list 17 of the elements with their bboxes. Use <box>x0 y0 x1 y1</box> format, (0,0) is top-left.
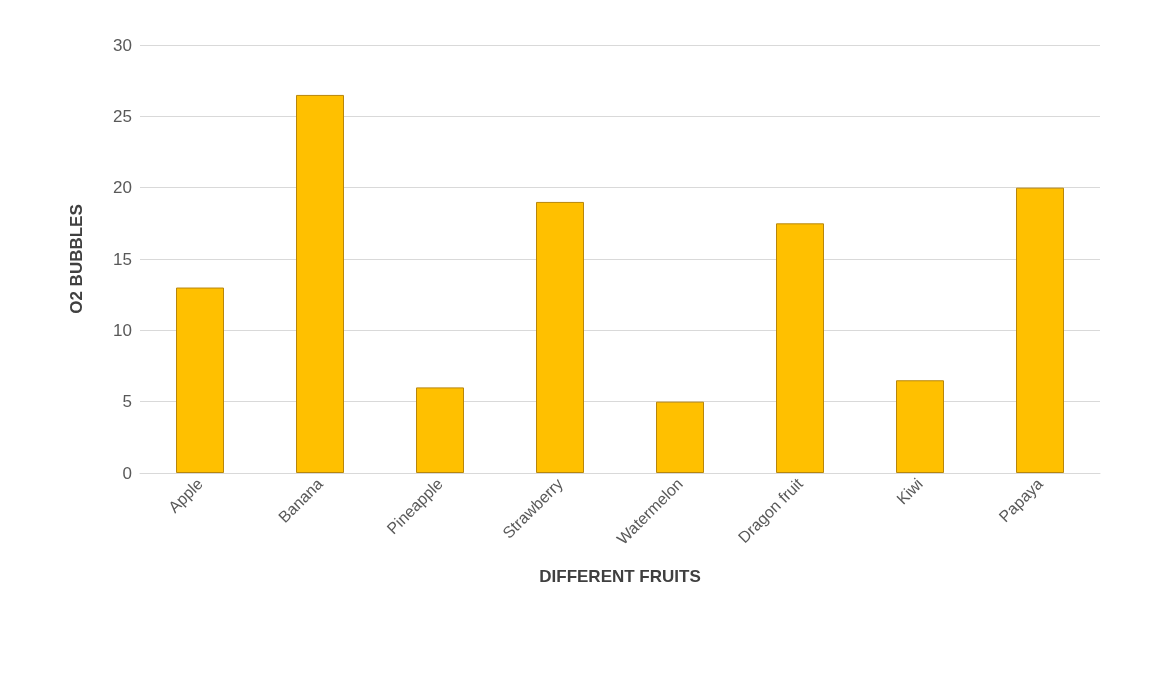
bar <box>296 94 344 473</box>
bar <box>416 387 464 473</box>
bar <box>1016 187 1064 473</box>
y-tick-label: 25 <box>113 106 132 126</box>
y-axis-title: O2 BUBBLES <box>67 204 86 314</box>
bar <box>176 287 224 473</box>
bar <box>776 223 824 473</box>
y-tick-label: 30 <box>113 35 132 55</box>
x-axis-title: DIFFERENT FRUITS <box>539 567 701 586</box>
bar <box>896 380 944 473</box>
y-tick-label: 5 <box>122 392 132 412</box>
bar <box>656 401 704 473</box>
y-tick-label: 15 <box>113 249 132 269</box>
y-tick-label: 20 <box>113 178 132 198</box>
bar <box>536 201 584 473</box>
y-tick-label: 10 <box>113 320 132 340</box>
y-tick-label: 0 <box>122 463 132 483</box>
